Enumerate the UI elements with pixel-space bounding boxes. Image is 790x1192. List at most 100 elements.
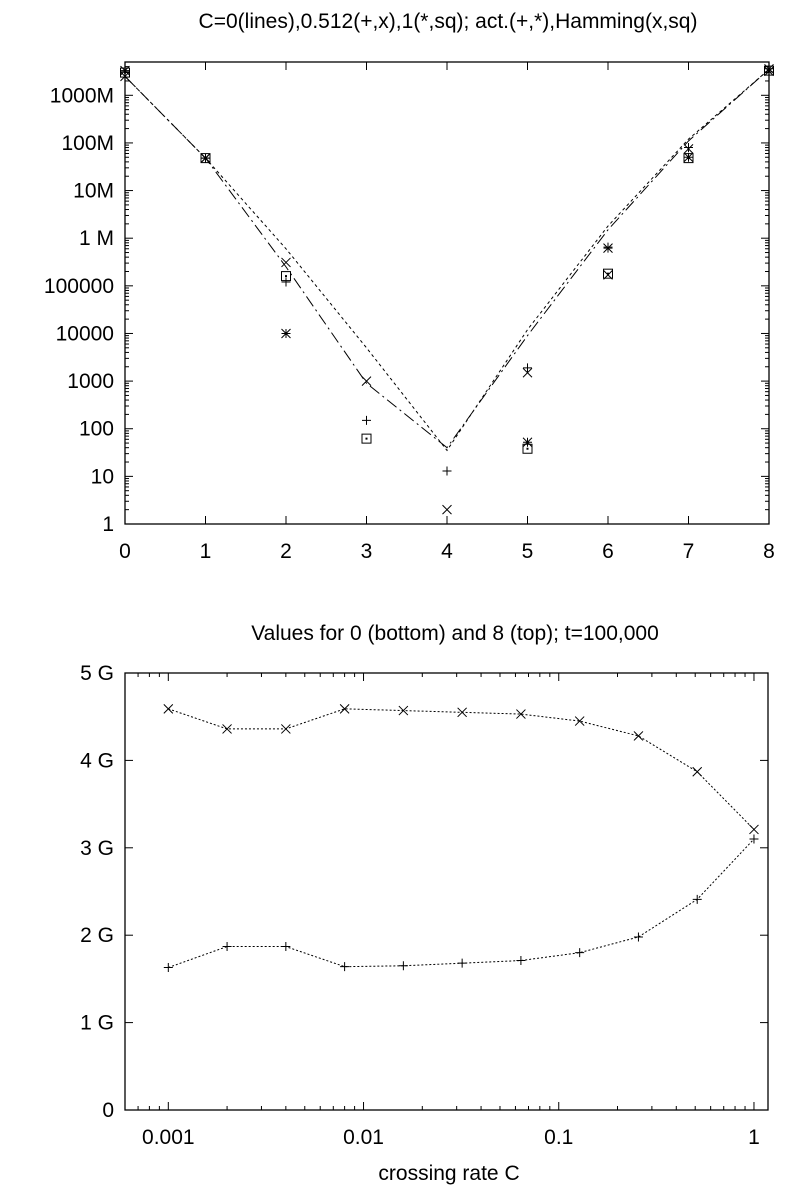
square-marker-dot: [204, 157, 207, 160]
x-tick-label: 5: [522, 540, 534, 563]
y-tick-label: 10M: [73, 180, 114, 203]
square-marker-dot: [365, 437, 368, 440]
chart-bottom-plot-frame: [124, 672, 769, 1111]
square-marker: [361, 433, 372, 444]
cross-marker: [749, 824, 759, 835]
x-tick-label: 0.1: [544, 1126, 573, 1149]
y-tick-label: 3 G: [80, 837, 114, 860]
square-marker-outline: [683, 153, 694, 164]
chart-bottom: Values for 0 (bottom) and 8 (top); t=100…: [80, 622, 769, 1185]
square-marker-outline: [603, 268, 613, 279]
plus-marker: [633, 932, 643, 942]
plus-marker: [281, 277, 291, 287]
chart-bottom-marks: [163, 703, 759, 973]
plus-marker: [575, 948, 585, 958]
cross-marker: [692, 766, 703, 777]
star-marker: [603, 243, 613, 253]
star-marker: [120, 65, 130, 76]
cross-marker: [222, 724, 232, 734]
y-tick-label: 10: [91, 465, 114, 488]
square-marker-dot: [124, 71, 126, 74]
square-marker: [683, 153, 694, 164]
y-tick-label: 1 M: [79, 227, 114, 250]
chart-bottom-xlabel: crossing rate C: [378, 1162, 519, 1185]
cross-marker: [280, 724, 291, 734]
y-tick-label: 1: [102, 513, 114, 536]
star-marker: [281, 328, 291, 339]
square-marker-outline: [522, 443, 533, 454]
chart-top: C=0(lines),0.512(+,x),1(*,sq); act.(+,*)…: [44, 10, 775, 563]
plus-marker: [684, 143, 693, 153]
square-marker: [200, 153, 211, 164]
plus-marker: [749, 834, 759, 844]
x-tick-label: 2: [280, 540, 292, 563]
cross-marker: [163, 703, 174, 714]
x-tick-label: 0.01: [343, 1126, 384, 1149]
star-marker: [764, 63, 774, 74]
x-tick-label: 8: [763, 540, 775, 563]
x-tick-label: 7: [683, 540, 695, 563]
x-tick-label: 0.001: [142, 1126, 195, 1149]
square-marker: [764, 65, 774, 76]
square-marker: [120, 67, 130, 78]
chart-bottom-ticks: 0 1 G 2 G 3 G 4 G 5 G 0.001 0.01 0.1 1: [80, 662, 768, 1149]
square-marker-dot: [285, 275, 287, 278]
cross-marker: [683, 144, 694, 154]
y-tick-label: 100000: [44, 275, 114, 298]
square-marker-dot: [607, 272, 609, 275]
plus-marker: [340, 962, 350, 972]
square-marker: [522, 443, 533, 454]
chart-bottom-title: Values for 0 (bottom) and 8 (top); t=100…: [251, 622, 659, 645]
plus-marker: [442, 466, 452, 476]
plus-marker: [281, 942, 291, 952]
plus-marker: [362, 415, 371, 425]
y-tick-label: 1000: [67, 370, 114, 393]
cross-marker: [574, 716, 585, 726]
series-line-1: [168, 838, 755, 969]
plus-marker: [523, 363, 532, 373]
cross-marker: [633, 731, 644, 741]
chart-top-lines: [124, 69, 770, 452]
plus-marker: [163, 963, 173, 973]
x-tick-label: 1: [748, 1126, 760, 1149]
chart-top-marks: [120, 63, 774, 515]
y-tick-label: 1 G: [80, 1012, 114, 1035]
plus-marker: [692, 894, 702, 904]
y-tick-label: 2 G: [80, 924, 114, 947]
series-line-1: [124, 69, 770, 452]
square-marker-outline: [361, 433, 372, 444]
x-tick-label: 0: [119, 540, 131, 563]
square-marker-dot: [526, 447, 529, 450]
square-marker-dot: [768, 69, 770, 72]
square-marker: [603, 268, 613, 279]
x-tick-label: 1: [200, 540, 212, 563]
cross-marker: [339, 703, 350, 714]
y-tick-label: 1000M: [50, 84, 114, 107]
square-marker: [281, 271, 291, 282]
x-tick-label: 6: [602, 540, 614, 563]
square-marker-outline: [120, 67, 130, 78]
y-tick-label: 100M: [61, 132, 114, 155]
star-marker: [522, 437, 533, 448]
plus-marker: [222, 942, 232, 952]
series-line-0: [124, 69, 770, 449]
series-line-0: [168, 708, 755, 830]
chart-top-title: C=0(lines),0.512(+,x),1(*,sq); act.(+,*)…: [199, 10, 698, 33]
x-tick-label: 3: [361, 540, 373, 563]
y-tick-label: 10000: [56, 322, 114, 345]
cross-marker: [281, 257, 291, 268]
y-tick-label: 5 G: [80, 662, 114, 685]
square-marker-dot: [687, 157, 690, 160]
chart-bottom-lines: [168, 708, 755, 969]
cross-marker: [457, 707, 467, 718]
square-marker-outline: [764, 65, 774, 76]
plus-marker: [516, 956, 526, 966]
cross-marker: [516, 709, 526, 719]
plus-marker: [398, 961, 408, 971]
square-marker-outline: [200, 153, 211, 164]
x-tick-label: 4: [441, 540, 453, 563]
y-tick-label: 100: [79, 418, 114, 441]
y-tick-label: 0: [102, 1099, 114, 1122]
